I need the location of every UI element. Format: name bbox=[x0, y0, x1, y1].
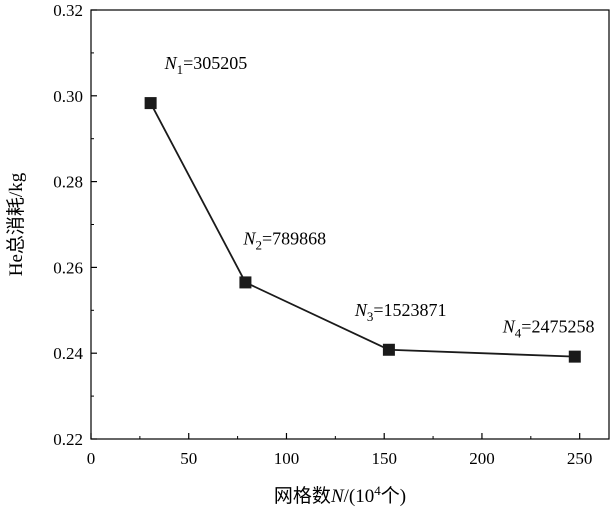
annotation-sub: 4 bbox=[515, 326, 522, 341]
axes: 0 50 100 150 200 250 0.22 0.24 0.26 0.28 0.30 0.32 bbox=[53, 1, 610, 468]
annotation-text: =2475258 bbox=[521, 317, 594, 337]
point-annotation: N4=2475258 bbox=[502, 317, 595, 341]
data-point bbox=[568, 350, 581, 363]
annotation-text: =305205 bbox=[183, 53, 247, 73]
x-tick-label: 150 bbox=[371, 449, 397, 468]
data-point bbox=[239, 276, 252, 289]
annotation-text: =1523871 bbox=[373, 300, 446, 320]
annotation-var: N bbox=[164, 53, 178, 73]
series-layer bbox=[144, 97, 581, 363]
x-tick-label: 200 bbox=[469, 449, 495, 468]
annotation-var: N bbox=[242, 228, 256, 248]
x-tick-label: 50 bbox=[180, 449, 197, 468]
label-layer: 网格数N/(104个)He总消耗/kgN1=305205N2=789868N3=… bbox=[5, 53, 594, 507]
annotation-sub: 2 bbox=[255, 237, 262, 252]
y-tick-label: 0.26 bbox=[53, 258, 83, 277]
point-annotation: N2=789868 bbox=[242, 228, 326, 252]
y-tick-label: 0.28 bbox=[53, 173, 83, 192]
series-line bbox=[149, 102, 575, 358]
annotation-text: =789868 bbox=[262, 228, 326, 248]
plot-frame bbox=[90, 9, 610, 440]
y-axis-title: He总消耗/kg bbox=[5, 172, 27, 276]
y-tick-label: 0.30 bbox=[53, 87, 83, 106]
annotation-var: N bbox=[354, 300, 368, 320]
data-point bbox=[382, 343, 395, 356]
y-tick-label: 0.32 bbox=[53, 1, 83, 20]
data-point bbox=[144, 97, 157, 110]
point-annotation: N1=305205 bbox=[164, 53, 248, 77]
x-tick-label: 100 bbox=[274, 449, 300, 468]
y-tick-label: 0.24 bbox=[53, 344, 83, 363]
x-axis-title-suffix: 个) bbox=[381, 485, 406, 507]
annotation-sub: 3 bbox=[367, 309, 374, 324]
x-axis-title-mid: /(10 bbox=[344, 486, 375, 507]
point-annotation: N3=1523871 bbox=[354, 300, 447, 324]
annotation-var: N bbox=[502, 317, 516, 337]
x-tick-label: 250 bbox=[567, 449, 593, 468]
y-tick-label: 0.22 bbox=[53, 430, 83, 449]
annotation-sub: 1 bbox=[177, 62, 184, 77]
x-axis-title-sup: 4 bbox=[374, 483, 381, 498]
x-axis-title: 网格数N/(104个) bbox=[274, 483, 406, 507]
x-axis-title-prefix: 网格数 bbox=[274, 485, 331, 507]
x-tick-label: 0 bbox=[87, 449, 96, 468]
x-axis-title-var: N bbox=[330, 486, 345, 507]
